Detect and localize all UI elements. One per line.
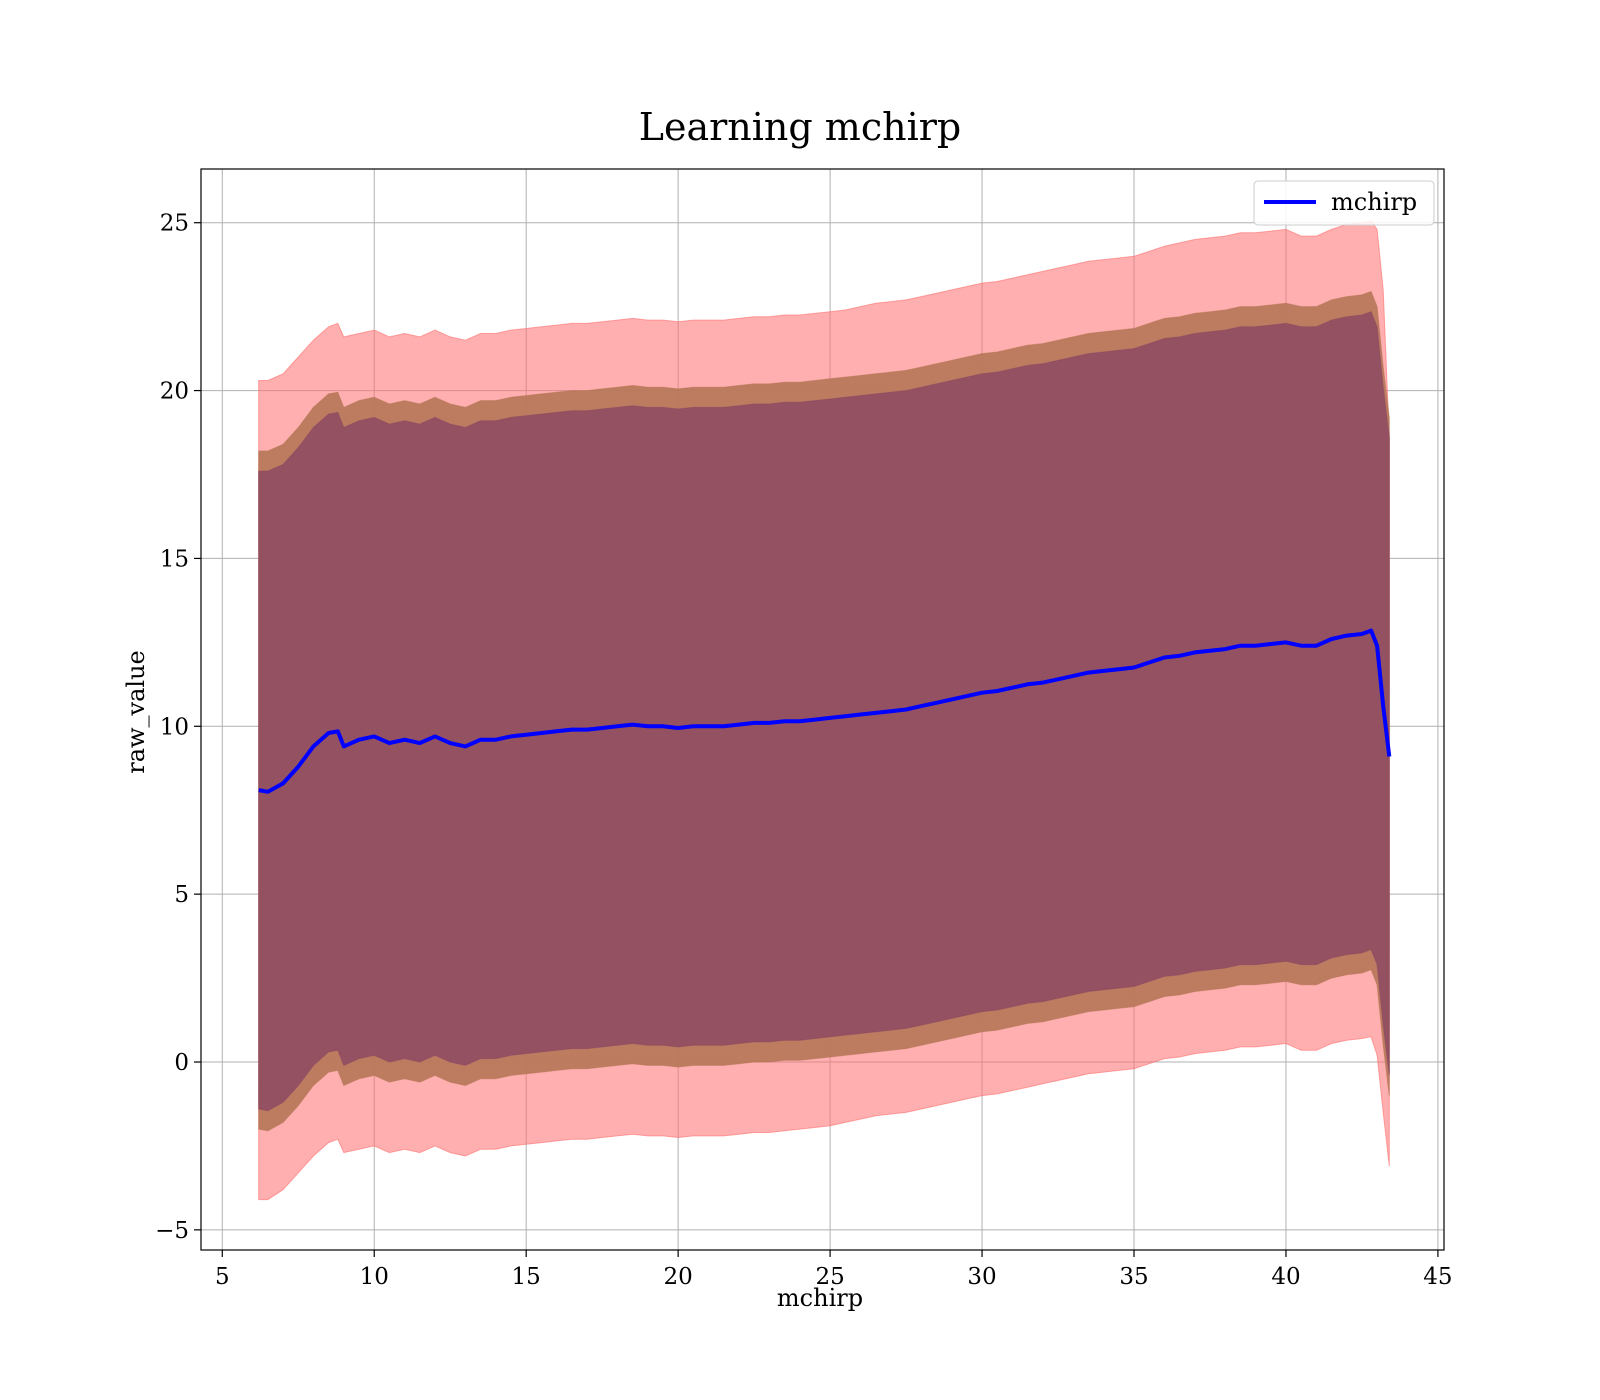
y-tick-label: 20 — [160, 379, 189, 405]
y-tick-label: 5 — [174, 882, 189, 908]
x-tick-label: 25 — [815, 1264, 844, 1290]
chart-title: Learning mchirp — [639, 105, 961, 149]
y-tick-label: 15 — [160, 546, 189, 572]
band-inner — [258, 311, 1390, 1112]
legend-entry-mchirp: mchirp — [1331, 188, 1417, 216]
plot-frame — [200, 168, 1445, 1251]
y-tick-label: 0 — [174, 1050, 189, 1076]
legend-box — [1253, 180, 1435, 226]
legend: mchirp — [1253, 180, 1435, 226]
lines — [258, 628, 1392, 794]
x-axis-ticks: 5 10 15 20 25 30 35 40 45 — [215, 1250, 1453, 1290]
y-axis-ticks: −5 0 5 10 15 20 25 — [155, 211, 201, 1244]
x-tick-label: 45 — [1423, 1264, 1452, 1290]
y-axis-label: raw_value — [122, 650, 150, 774]
x-axis-label: mchirp — [777, 1284, 863, 1312]
x-tick-label: 30 — [967, 1264, 996, 1290]
x-tick-label: 10 — [360, 1264, 389, 1290]
bands — [258, 220, 1390, 1201]
x-tick-label: 20 — [664, 1264, 693, 1290]
x-tick-label: 40 — [1271, 1264, 1300, 1290]
x-tick-label: 5 — [215, 1264, 230, 1290]
x-tick-label: 35 — [1119, 1264, 1148, 1290]
y-tick-label: 25 — [160, 211, 189, 237]
series-line-mchirp — [258, 628, 1392, 794]
y-tick-label: −5 — [155, 1218, 189, 1244]
y-tick-label: 10 — [160, 714, 189, 740]
x-tick-label: 15 — [512, 1264, 541, 1290]
